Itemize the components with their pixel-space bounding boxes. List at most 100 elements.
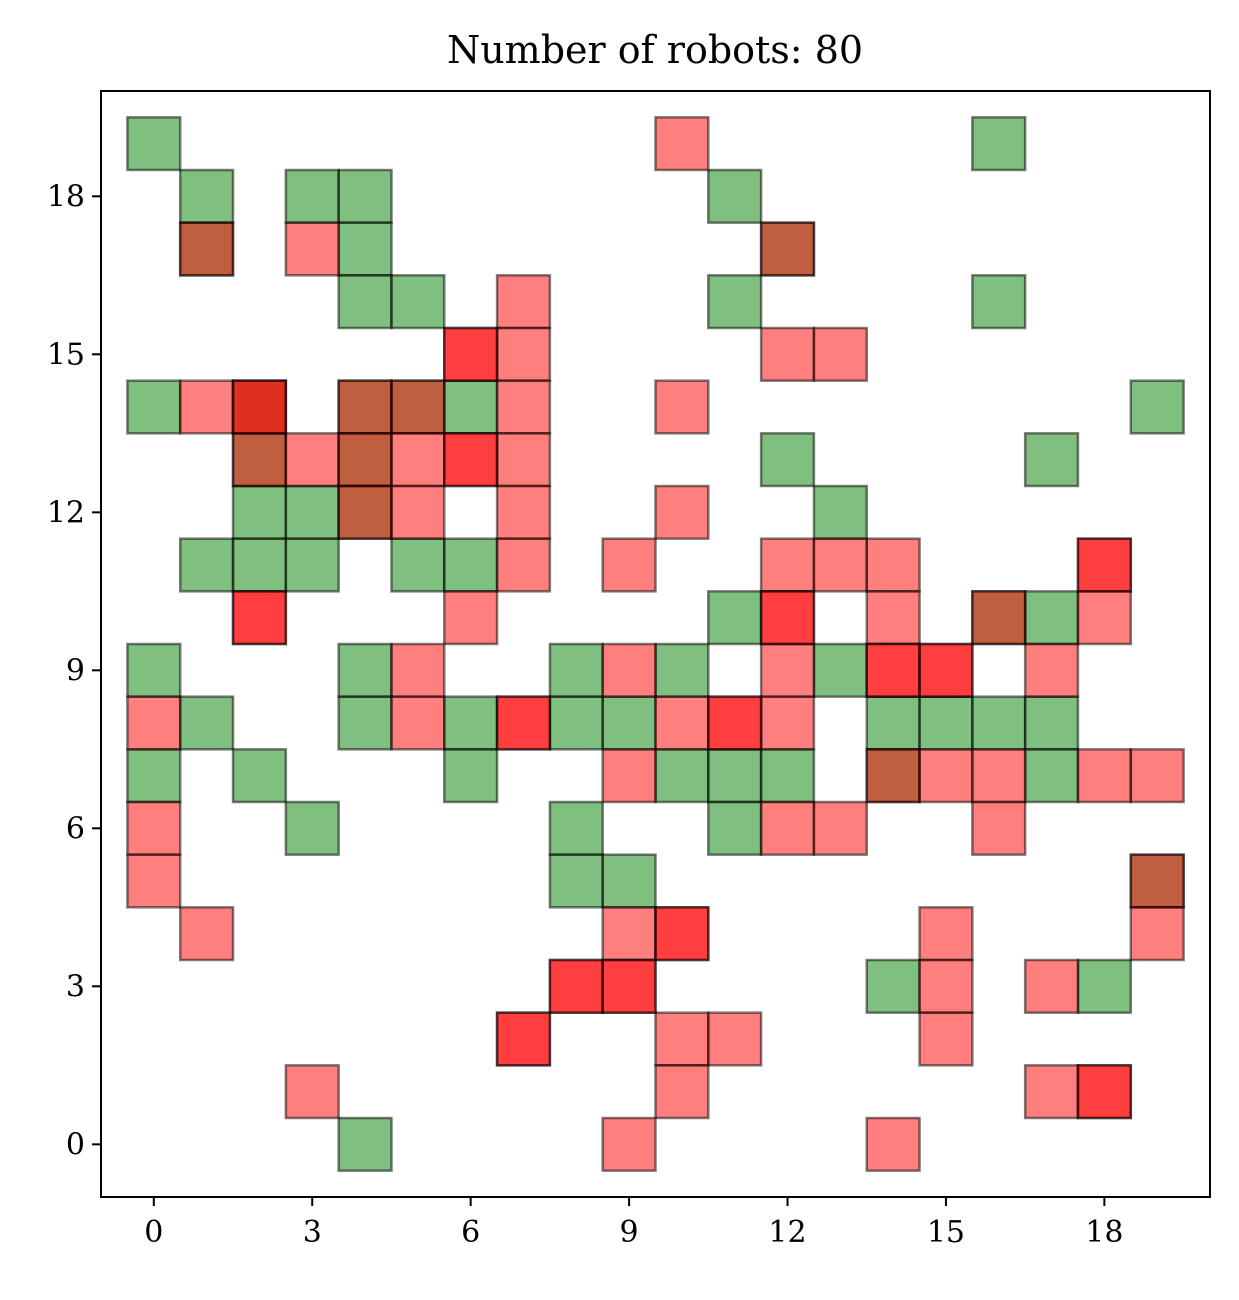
grid-cell-red: [654, 116, 710, 172]
grid-cell-red: [918, 1011, 974, 1067]
grid-cell-green: [126, 748, 182, 804]
grid-cell-green: [707, 590, 763, 646]
y-tick-label: 12: [47, 495, 85, 530]
grid-cell-red: [918, 906, 974, 962]
grid-cell-green: [865, 958, 921, 1014]
grid-cell-red: [812, 800, 868, 856]
x-tick-label: 15: [927, 1215, 965, 1250]
grid-cell-green: [707, 168, 763, 224]
y-tick-label: 6: [66, 811, 85, 846]
grid-cell-red: [1076, 590, 1133, 646]
grid-cell-green: [337, 274, 393, 330]
grid-cell-red: [865, 748, 921, 804]
grid-cell-green: [1076, 958, 1133, 1014]
grid-cell-red: [971, 748, 1027, 804]
grid-cell-red: [654, 1011, 710, 1067]
grid-cell-green: [178, 537, 235, 593]
grid-cell-green: [812, 642, 868, 698]
grid-cell-red: [178, 906, 235, 962]
grid-cell-red: [495, 695, 552, 751]
y-tick-label: 0: [66, 1127, 85, 1162]
grid-cell-red: [443, 432, 499, 488]
grid-cell-green: [443, 379, 499, 435]
grid-cell-red: [1076, 748, 1133, 804]
grid-cell-red: [601, 537, 657, 593]
grid-cell-red: [390, 484, 446, 540]
grid-cell-red: [390, 642, 446, 698]
grid-cell-red: [126, 800, 182, 856]
grid-cell-red: [601, 748, 657, 804]
grid-cell-red: [443, 326, 499, 382]
grid-cell-red: [759, 326, 816, 382]
grid-cell-red: [284, 1064, 340, 1120]
grid-cell-green: [548, 695, 604, 751]
grid-cell-red: [971, 800, 1027, 856]
grid-cell-green: [601, 695, 657, 751]
grid-cell-red: [495, 274, 552, 330]
grid-cell-green: [178, 695, 235, 751]
grid-cell-red: [495, 537, 552, 593]
grid-cell-green: [707, 800, 763, 856]
y-tick-label: 15: [47, 337, 85, 372]
grid-cell-red: [178, 379, 235, 435]
grid-cell-red: [126, 695, 182, 751]
grid-cell-green: [284, 800, 340, 856]
chart-title: Number of robots: 80: [447, 28, 863, 72]
grid-cell-red: [759, 590, 816, 646]
grid-cell-red: [231, 590, 288, 646]
grid-cell-green: [759, 432, 816, 488]
grid-cell-green: [1023, 695, 1080, 751]
grid-cell-green: [654, 642, 710, 698]
grid-cell-red: [759, 642, 816, 698]
plot-frame: [100, 90, 1211, 1198]
grid-cell-red: [1129, 748, 1185, 804]
grid-cell-green: [337, 642, 393, 698]
grid-cell-red: [601, 642, 657, 698]
grid-cell-red: [812, 537, 868, 593]
grid-cell-red: [707, 1011, 763, 1067]
grid-cell-red: [495, 379, 552, 435]
y-axis: 0 3 6 9 12 15 18: [47, 179, 101, 1162]
x-tick-label: 9: [620, 1215, 639, 1250]
grid-cell-green: [1023, 590, 1080, 646]
x-tick-label: 18: [1085, 1215, 1123, 1250]
grid-cell-red: [971, 590, 1027, 646]
grid-cell-green: [126, 642, 182, 698]
grid-cell-red: [390, 379, 446, 435]
grid-cell-red: [707, 695, 763, 751]
grid-cell-red: [865, 537, 921, 593]
grid-cell-red: [601, 958, 657, 1014]
grid-cell-red: [601, 1116, 657, 1172]
grid-cell-red: [284, 432, 340, 488]
grid-cell-green: [759, 748, 816, 804]
grid-cell-red: [654, 906, 710, 962]
grid-cell-red: [1129, 906, 1185, 962]
grid-cell-red: [178, 221, 235, 277]
grid-cell-green: [548, 642, 604, 698]
grid-cell-green: [918, 695, 974, 751]
grid-cell-green: [443, 748, 499, 804]
grid-cell-green: [284, 168, 340, 224]
grid-cell-red: [654, 379, 710, 435]
grid-cell-red: [443, 590, 499, 646]
grid-cell-green: [337, 221, 393, 277]
grid-cell-green: [231, 484, 288, 540]
grid-cell-red: [654, 484, 710, 540]
grid-cell-red: [126, 853, 182, 909]
grid-cell-red: [918, 642, 974, 698]
grid-cell-red: [1076, 537, 1133, 593]
grid-cell-red: [918, 748, 974, 804]
grid-cell-green: [126, 116, 182, 172]
x-axis: 0 3 6 9 12 15 18: [144, 1197, 1123, 1250]
grid-cell-red: [337, 432, 393, 488]
grid-cell-red: [759, 537, 816, 593]
grid-cell-green: [865, 695, 921, 751]
grid-cell-green: [601, 853, 657, 909]
grid-cell-red: [1023, 1064, 1080, 1120]
cell-layer: [126, 116, 1185, 1172]
grid-cell-red: [495, 1011, 552, 1067]
x-tick-label: 0: [144, 1215, 163, 1250]
y-tick-label: 9: [66, 653, 85, 688]
grid-cell-red: [1023, 958, 1080, 1014]
